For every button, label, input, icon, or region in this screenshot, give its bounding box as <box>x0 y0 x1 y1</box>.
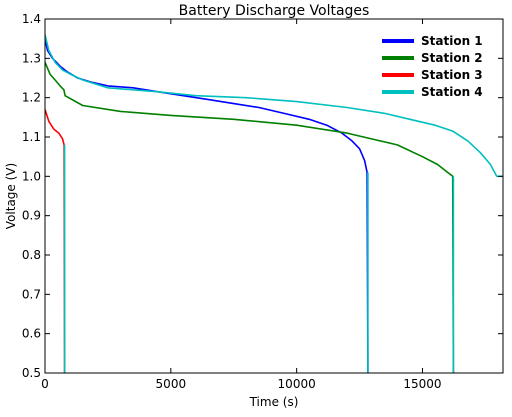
y-tick-label: 0.6 <box>22 327 41 341</box>
plot-frame <box>44 18 504 374</box>
series-line-station-1 <box>45 38 369 373</box>
x-tick-label: 15000 <box>403 377 441 391</box>
chart-title: Battery Discharge Voltages <box>179 3 370 19</box>
y-tick-label: 1.3 <box>22 51 41 65</box>
x-tick-label: 0 <box>41 377 49 391</box>
ticks-layer: 0 5000 10000 15000 0.5 0.6 0.7 0.8 0.9 1.0 1.1 1.2 1… <box>22 12 503 391</box>
x-axis-title: Time (s) <box>249 395 299 409</box>
y-tick-label: 1.0 <box>22 169 41 183</box>
legend-label: Station 4 <box>421 85 483 99</box>
y-tick-label: 0.7 <box>22 287 41 301</box>
x-tick-label: 10000 <box>278 377 316 391</box>
series-layer <box>45 34 503 373</box>
series-line-station-4 <box>45 34 503 178</box>
y-tick-label: 0.5 <box>22 366 41 380</box>
y-tick-label: 0.9 <box>22 209 41 223</box>
y-tick-label: 1.1 <box>22 130 41 144</box>
y-tick-label: 1.2 <box>22 91 41 105</box>
series-line-station-2 <box>45 61 455 373</box>
y-axis-title: Voltage (V) <box>4 163 18 229</box>
legend-label: Station 1 <box>421 34 483 48</box>
legend: Station 1 Station 2 Station 3 Station 4 <box>382 34 483 99</box>
y-tick-label: 1.4 <box>22 12 41 26</box>
y-tick-label: 0.8 <box>22 248 41 262</box>
legend-label: Station 3 <box>421 68 483 82</box>
legend-label: Station 2 <box>421 51 483 65</box>
x-tick-label: 5000 <box>156 377 187 391</box>
